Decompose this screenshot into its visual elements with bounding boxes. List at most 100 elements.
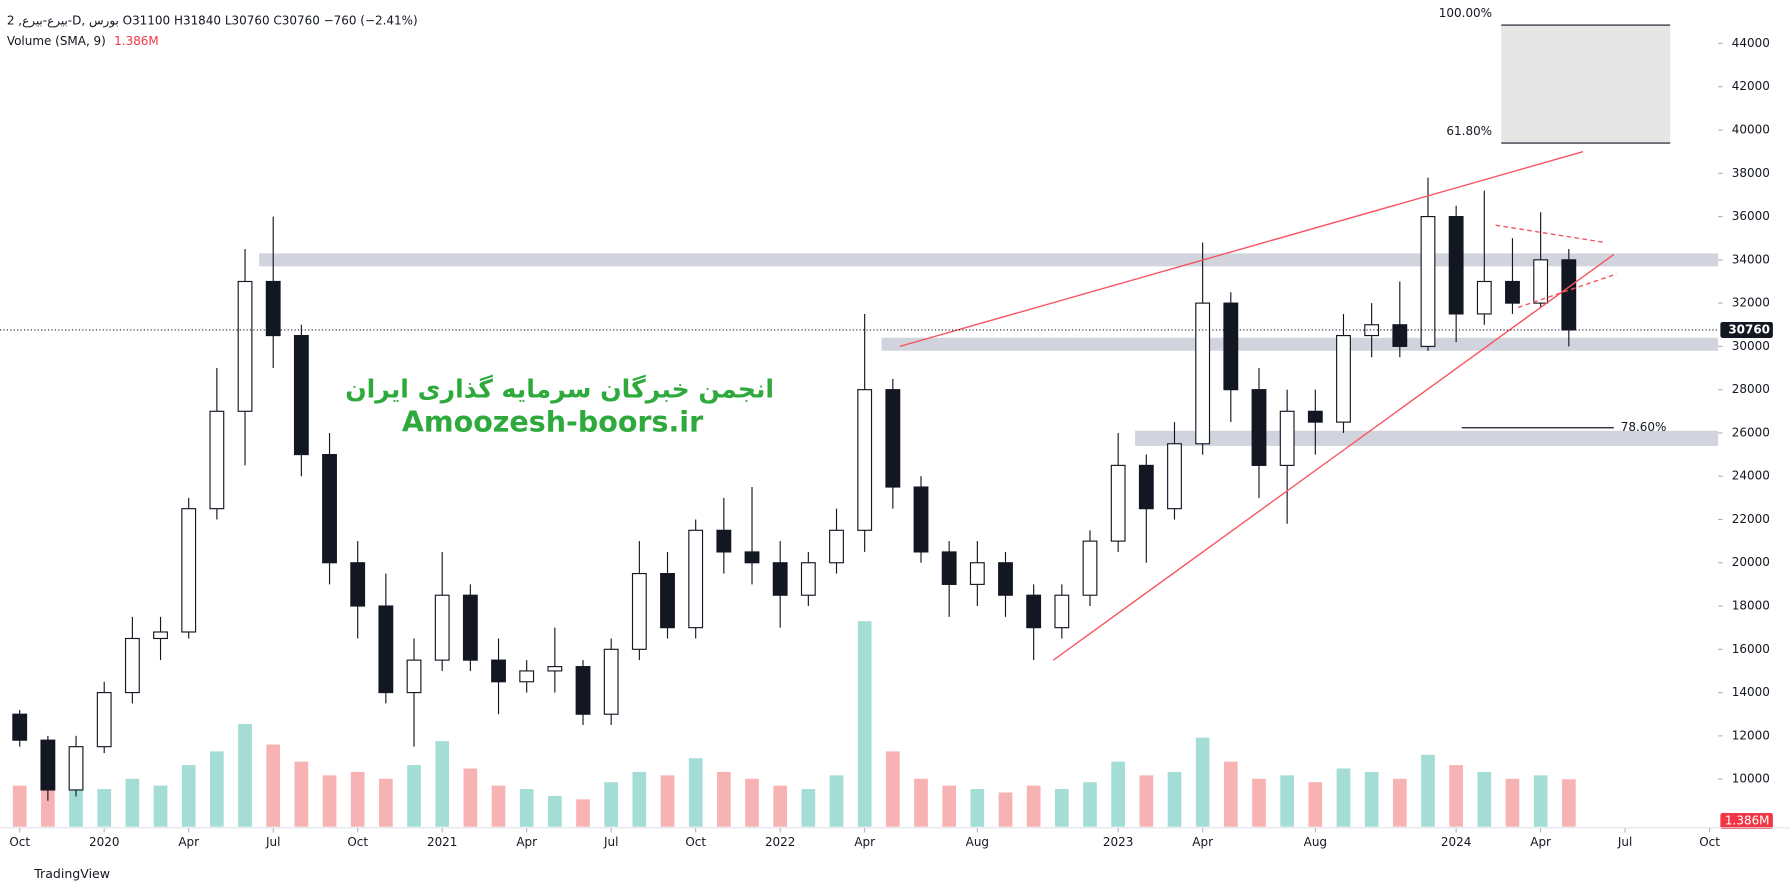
candle-body [68,746,84,791]
candle-body [153,631,168,640]
candle-body [519,670,535,683]
candle-body [603,648,619,715]
x-tick-label: Aug [966,835,989,849]
candle-body [293,335,309,456]
volume-bar [829,775,844,827]
candle-body [491,659,506,683]
volume-bar [1561,779,1576,827]
watermark-url: Amoozesh-boors.ir [402,406,703,439]
volume-value-label: 1.386M [1725,814,1770,828]
candle-body [1420,216,1436,347]
x-tick-label: Jul [265,835,280,849]
candle-body [716,529,732,553]
volume-bar [1280,775,1295,827]
candle-body [744,551,760,564]
y-tick-label: 44000 [1732,36,1770,50]
volume-bar [1421,754,1435,827]
volume-bar [716,771,731,827]
candle-body [1476,280,1492,315]
last-price-box [1720,321,1773,338]
volume-bar [463,768,478,827]
y-tick-label: 26000 [1732,425,1770,439]
indicator-label: Volume (SMA, 9) [7,34,106,48]
candle-body [1279,410,1295,466]
volume-bar [294,761,309,827]
fib-box [1501,25,1671,144]
candle-body [1392,324,1408,347]
x-tick-label: Jul [1617,835,1632,849]
volume-bar [773,785,788,827]
y-tick-label: 20000 [1732,555,1770,569]
volume-bar [435,741,450,827]
candle-body [40,739,56,791]
volume-bar [69,782,83,827]
x-tick-label: Oct [685,835,706,849]
volume-bar [914,778,928,827]
volume-bar [1223,761,1238,827]
y-tick-label: 32000 [1732,296,1770,310]
candle-body [181,508,197,633]
y-tick-label: 10000 [1732,772,1770,786]
fib-label: 100.00% [1439,6,1492,20]
trendline [899,151,1584,348]
y-tick-label: 42000 [1732,79,1770,93]
candle-body [660,573,675,629]
candle-body [1167,443,1182,510]
last-price-label: 30760 [1728,322,1770,336]
candle-body [1533,259,1549,304]
candle-body [1223,302,1239,391]
x-tick-label: Oct [9,835,30,849]
y-tick-label: 16000 [1732,642,1770,656]
volume-bar [12,785,27,827]
volume-pane [12,621,1576,827]
y-tick-label: 34000 [1732,252,1770,266]
volume-bar [660,775,675,827]
x-tick-label: Jul [603,835,618,849]
volume-bar [1083,782,1097,827]
candle-body [350,562,366,607]
trendline [1052,253,1615,661]
candle-body [941,551,957,585]
candle-body [1505,280,1520,304]
volume-bar [1336,768,1351,827]
x-tick-label: 2020 [89,835,119,849]
volume-bar [379,778,393,827]
watermark-fa: انجمن خبرگان سرمایه گذاری ایران [345,375,774,405]
overlays: 10000 12000 14000 16000 18000 20000 22000 24000… [0,6,1773,849]
y-tick-label: 36000 [1732,209,1770,223]
x-tick-label: Aug [1304,835,1327,849]
volume-bar [801,789,816,827]
x-tick-label: Apr [1192,835,1213,849]
volume-bar [1364,771,1379,827]
candle-body [829,529,844,564]
volume-bar [576,799,590,827]
candle-body [1364,324,1380,337]
candle-body [913,486,929,553]
x-tick-label: Oct [1699,835,1720,849]
candle-body [1251,389,1267,466]
trendline [1517,273,1617,309]
trendline [1495,224,1606,244]
volume-value-box [1720,813,1773,830]
volume-bar [97,789,112,827]
fib-label: 78.60% [1621,420,1667,434]
y-tick-label: 30000 [1732,339,1770,353]
volume-bar [942,785,957,827]
y-tick-label: 28000 [1732,382,1770,396]
volume-bar [857,621,872,827]
volume-bar [1477,771,1492,827]
volume-bar [1392,778,1407,827]
candle-body [434,594,450,661]
candles [12,177,1577,801]
volume-bar [998,792,1013,827]
volume-bar [1505,778,1520,827]
volume-bar [350,771,365,827]
volume-bar [1449,765,1463,827]
volume-bar [885,751,900,827]
volume-bar [548,795,562,827]
header: 2 ,بیرع-بیرع-D, بورس O31100 H31840 L3076… [7,13,418,28]
candle-body [209,410,225,510]
candle-body [885,389,901,488]
candle-body [631,573,647,650]
y-tick-label: 18000 [1732,599,1770,613]
